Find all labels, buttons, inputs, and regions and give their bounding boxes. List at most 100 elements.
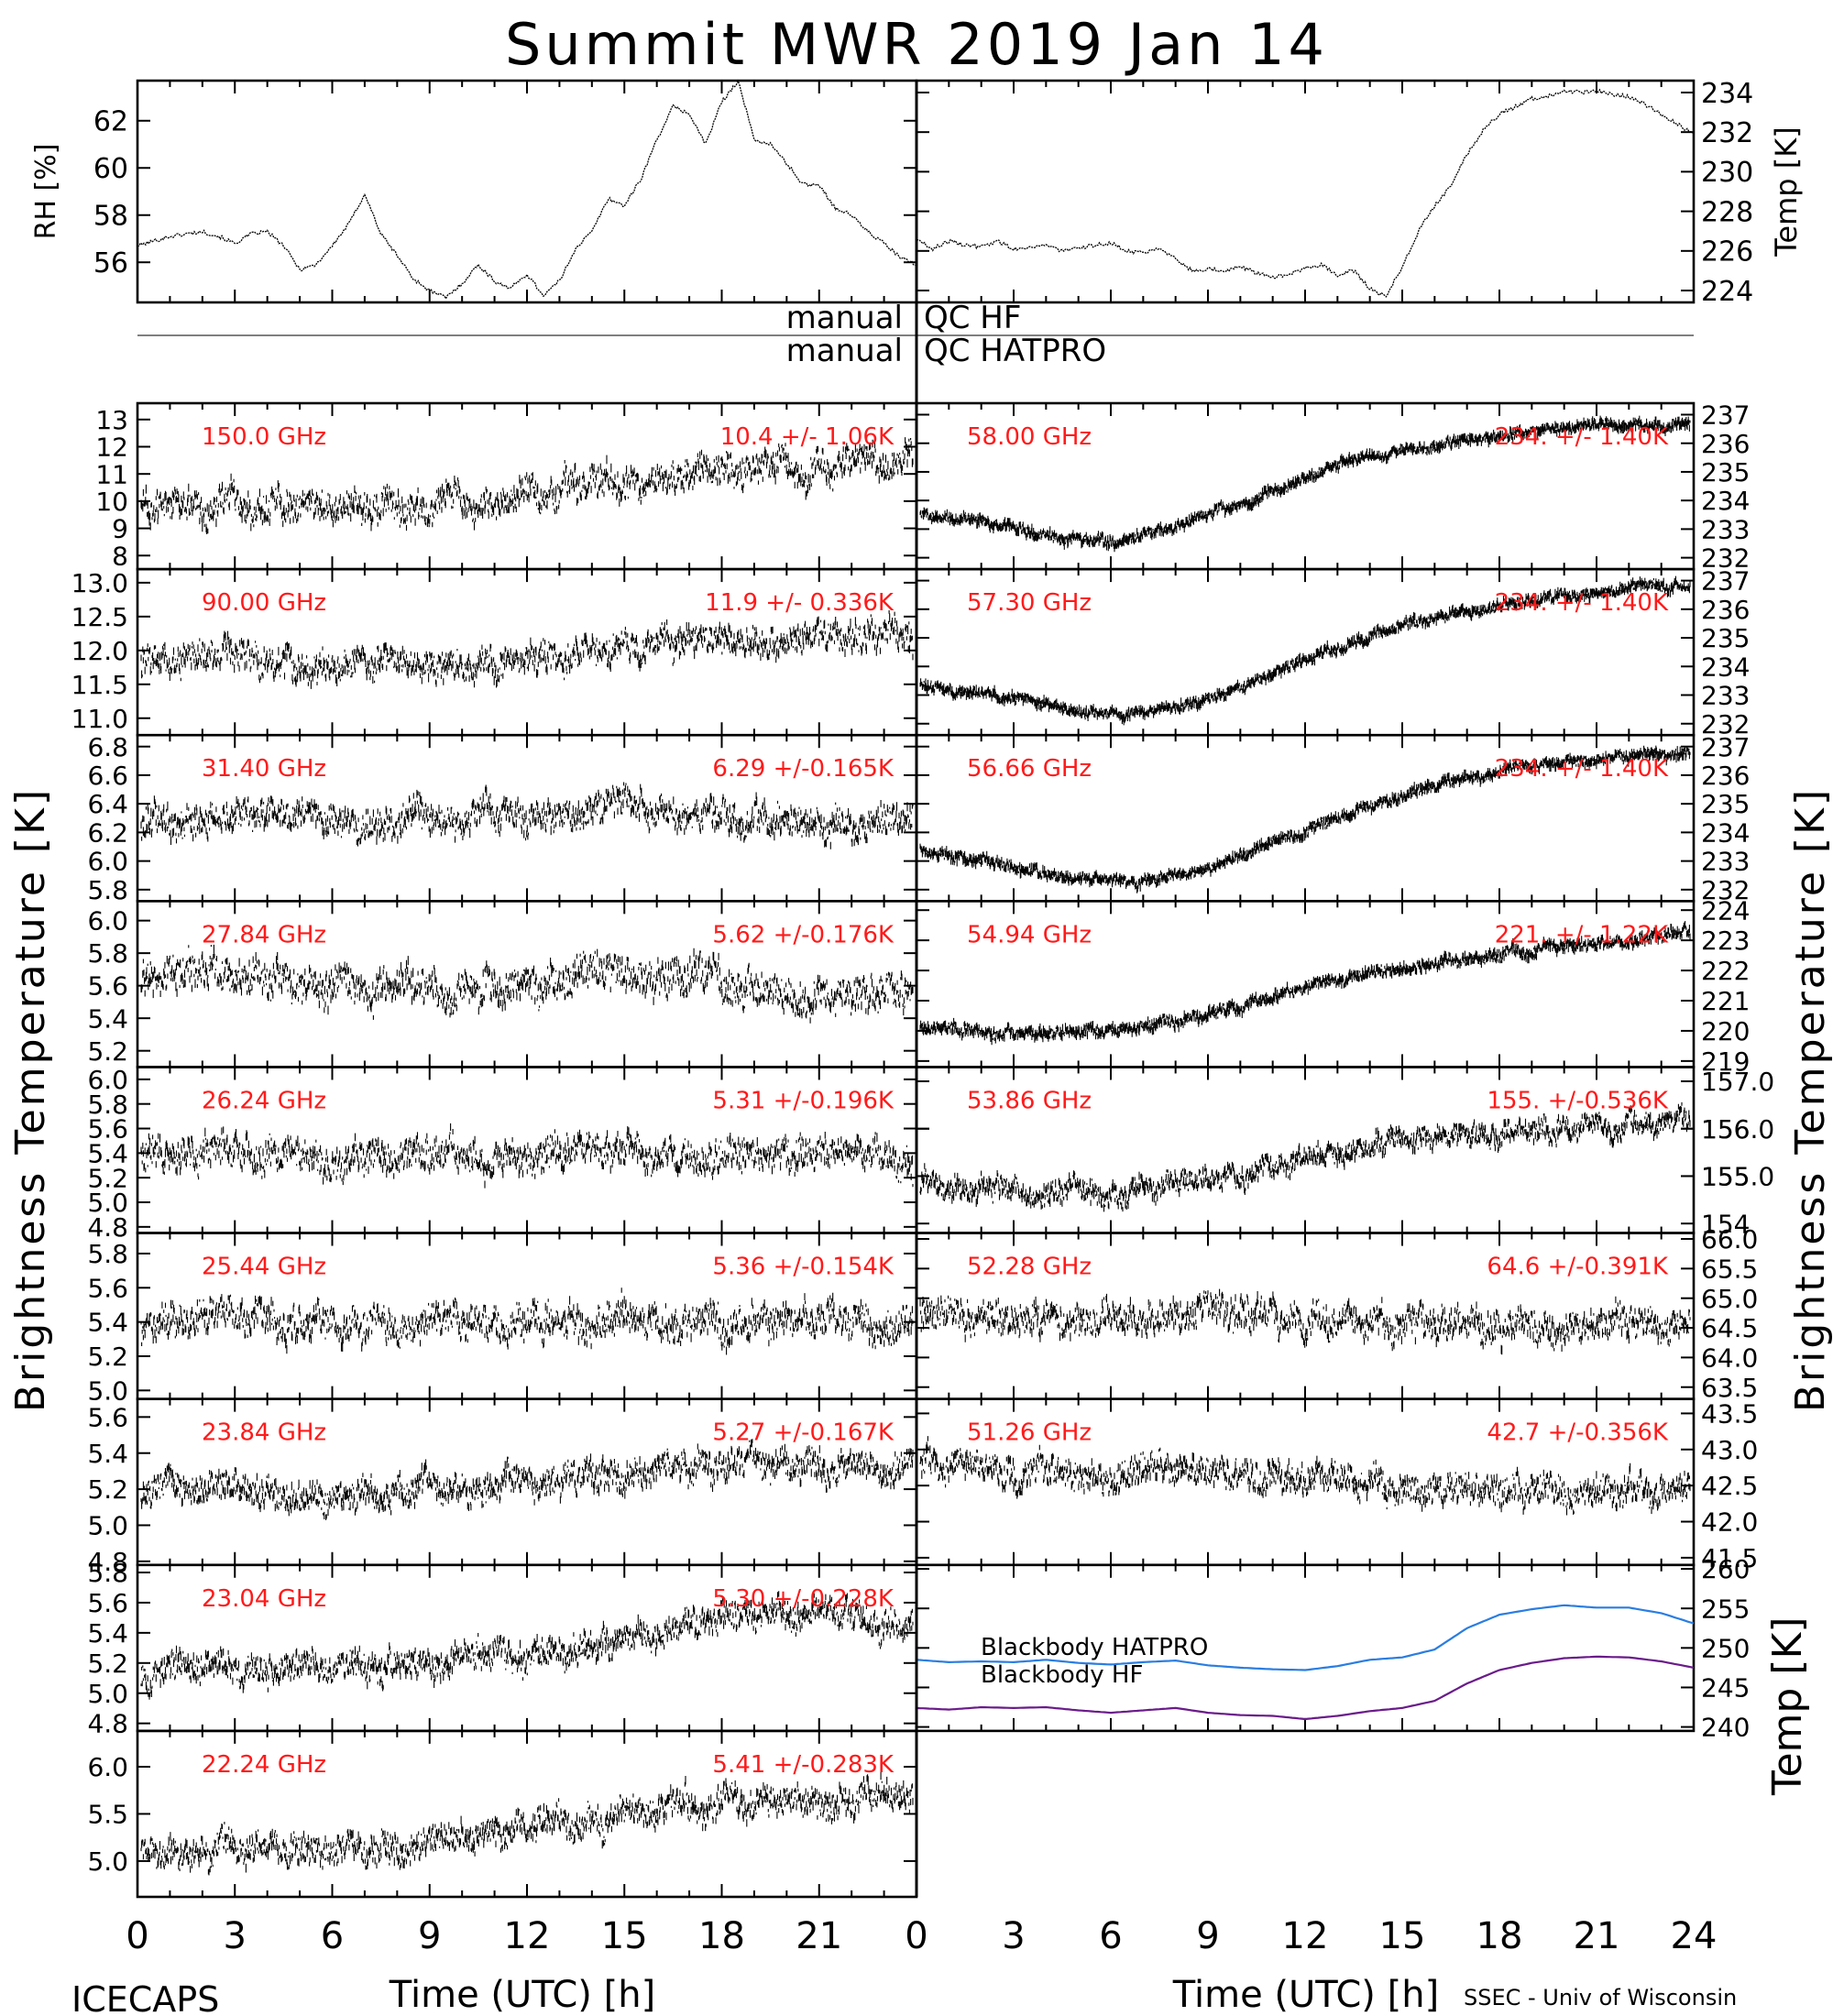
footer-icecaps: ICECAPS [71, 1979, 219, 2016]
y-tick-label: 66.0 [1701, 1224, 1758, 1255]
y-tick-label: 4.8 [87, 1212, 128, 1243]
x-axis-label-left: Time (UTC) [h] [389, 1974, 655, 2016]
y-tick-label: 245 [1701, 1673, 1750, 1704]
y-tick-label: 5.8 [87, 1090, 128, 1120]
channel-data-points [140, 1770, 914, 1876]
y-tick-label: 155.0 [1701, 1162, 1774, 1192]
y-tick-label: 11.5 [71, 670, 128, 700]
blackbody-temp-axis-label: Temp [K] [1764, 1617, 1811, 1796]
channel-stat-label: 5.41 +/-0.283K [712, 1751, 895, 1779]
channel-frequency-label: 57.30 GHz [967, 589, 1092, 617]
y-tick-label: 235 [1701, 457, 1750, 488]
channel-panel: 4.85.05.25.45.65.8 23.04 GHz 5.30 +/-0.228… [87, 1558, 918, 1739]
y-tick-label: 5.4 [87, 1003, 128, 1034]
y-tick-label: 236 [1701, 429, 1750, 459]
x-tick-label-right: 3 [1002, 1915, 1025, 1957]
y-tick-label: 6.0 [87, 847, 128, 877]
y-tick-label: 5.0 [87, 1679, 128, 1709]
y-tick-label: 5.6 [87, 1588, 128, 1618]
channel-stat-label: 6.29 +/-0.165K [712, 755, 895, 783]
y-tick-label: 10 [95, 487, 128, 517]
y-tick-label: 64.5 [1701, 1313, 1758, 1343]
y-tick-label: 260 [1701, 1554, 1750, 1584]
x-axis-label-right: Time (UTC) [h] [1172, 1974, 1439, 2016]
channel-frequency-label: 53.86 GHz [967, 1087, 1092, 1114]
y-tick-label: 6.8 [87, 732, 128, 762]
y-tick-label: 5.0 [87, 1511, 128, 1541]
x-tick-label-right: 12 [1282, 1915, 1329, 1957]
y-tick-label: 43.5 [1701, 1398, 1758, 1429]
channel-stat-label: 5.62 +/-0.176K [712, 921, 895, 948]
y-tick-label: 6.0 [87, 906, 128, 937]
channel-panel: 4.8 5.0 5.2 5.4 5.6 23.84 GHz 5.27 +/-0.167K [87, 1397, 918, 1577]
y-tick-label: 13 [95, 405, 128, 435]
y-tick-label: 236 [1701, 595, 1750, 625]
y-tick-label: 5.8 [87, 875, 128, 905]
y-tick-label: 5.8 [87, 1558, 128, 1588]
right-brightness-label: Brightness Temperature [K] [1787, 787, 1833, 1412]
panel-frame [915, 79, 1696, 304]
channel-frequency-label: 51.26 GHz [967, 1419, 1092, 1447]
x-tick-label-left: 21 [796, 1915, 842, 1957]
y-tick-label: 157.0 [1701, 1067, 1774, 1097]
rh-series-line [137, 79, 917, 301]
y-tick-label: 232 [1701, 875, 1750, 905]
y-tick-label: 42.0 [1701, 1507, 1758, 1538]
channel-data-points [919, 415, 1691, 553]
y-tick-label: 64.0 [1701, 1342, 1758, 1373]
chart-title: Summit MWR 2019 Jan 14 [505, 11, 1328, 78]
left-brightness-label: Brightness Temperature [K] [7, 787, 54, 1412]
temp-axis-label: Temp [K] [1769, 126, 1804, 257]
channel-data-points [140, 944, 914, 1024]
channel-panel: 4.85.05.25.45.65.86.0 26.24 GHz 5.31 +/-0.… [87, 1065, 918, 1243]
channel-stat-label: 234. +/- 1.40K [1495, 755, 1669, 783]
y-tick-label: 60 [93, 153, 128, 185]
x-tick-label-left: 3 [224, 1915, 247, 1957]
y-tick-label: 5.2 [87, 1342, 128, 1372]
channel-data-points [140, 610, 914, 689]
channel-stat-label: 5.30 +/-0.228K [712, 1585, 895, 1613]
y-tick-label: 63.5 [1701, 1373, 1758, 1403]
y-tick-label: 56 [93, 247, 128, 279]
channel-frequency-label: 52.28 GHz [967, 1254, 1092, 1281]
panel-frame [136, 79, 918, 304]
channel-frequency-label: 58.00 GHz [967, 423, 1092, 451]
y-tick-label: 6.6 [87, 761, 128, 791]
y-tick-label: 234 [1701, 652, 1750, 682]
channel-stat-label: 11.9 +/- 0.336K [705, 589, 895, 617]
y-tick-label: 5.2 [87, 1036, 128, 1067]
y-tick-label: 224 [1701, 895, 1750, 926]
channel-frequency-label: 56.66 GHz [967, 755, 1092, 783]
rh-axis-label: RH [%] [30, 144, 62, 240]
channel-stat-label: 10.4 +/- 1.06K [720, 423, 895, 451]
blackbody-hf-line [916, 1655, 1695, 1721]
channel-stat-label: 64.6 +/-0.391K [1487, 1254, 1669, 1281]
y-tick-label: 232 [1701, 543, 1750, 574]
y-tick-label: 11 [95, 459, 128, 489]
channel-data-points [919, 1288, 1691, 1355]
qc-hf-left-label: manual [786, 300, 903, 336]
y-tick-label: 5.4 [87, 1308, 128, 1338]
x-tick-label-right: 21 [1574, 1915, 1620, 1957]
y-tick-label: 5.2 [87, 1163, 128, 1193]
x-tick-label-right: 18 [1476, 1915, 1523, 1957]
channel-frequency-label: 54.94 GHz [967, 921, 1092, 948]
y-tick-label: 223 [1701, 926, 1750, 956]
channel-data-points [140, 437, 914, 534]
channel-frequency-label: 22.24 GHz [202, 1751, 326, 1779]
y-tick-label: 156 [1701, 1114, 1750, 1145]
channel-stat-label: 234. +/- 1.40K [1495, 589, 1669, 617]
x-tick-label-left: 15 [601, 1915, 648, 1957]
y-tick-label: 12 [95, 433, 128, 463]
y-tick-label: 235 [1701, 623, 1750, 653]
x-tick-label-left: 18 [698, 1915, 745, 1957]
y-tick-label: 155 [1701, 1162, 1750, 1192]
y-tick-label: 42.5 [1701, 1471, 1758, 1501]
y-tick-label: 236 [1701, 761, 1750, 791]
channel-stat-label: 221. +/- 1.22K [1495, 921, 1669, 948]
y-tick-label: 5.2 [87, 1474, 128, 1505]
footer-ssec: SSEC - Univ of Wisconsin [1464, 1985, 1737, 2011]
